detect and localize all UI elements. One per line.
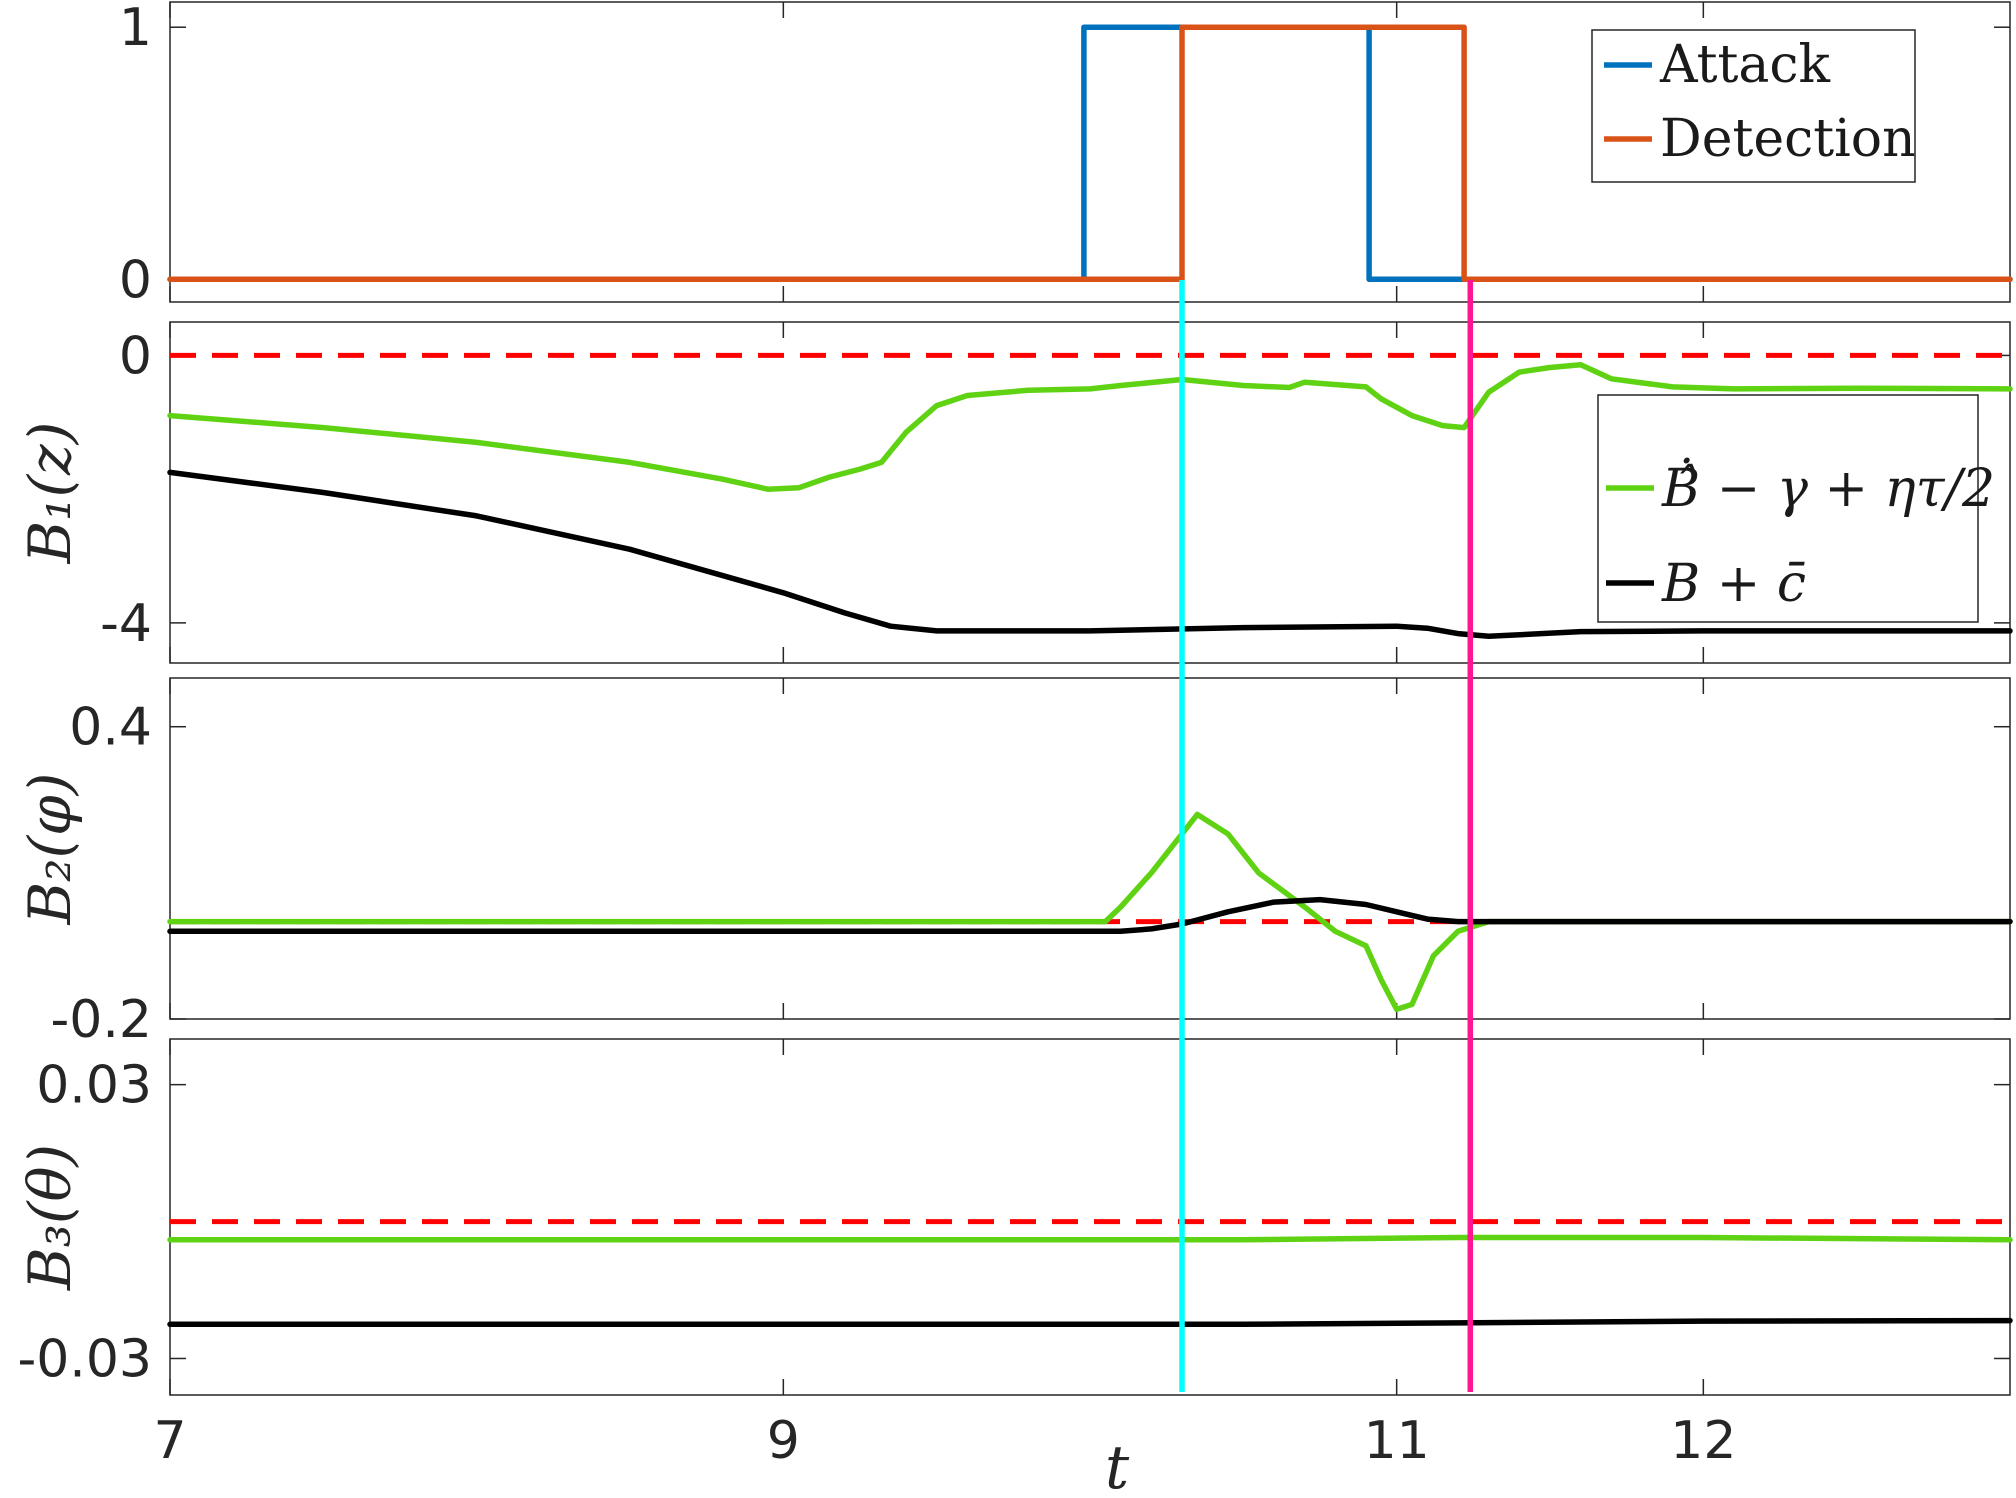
x-tick-label: 7	[153, 1411, 186, 1471]
series-line-B1-green	[167, 362, 2013, 492]
series-line-B3-black	[167, 1317, 2013, 1328]
legend-flags: Attack Detection	[1591, 29, 1916, 183]
y-axis-label-B2: B₂(φ)	[16, 773, 84, 926]
legend-label-green: Ḃ̂ − γ + ητ/2	[1661, 458, 1995, 519]
panel-B3: 0.03 -0.03	[17, 1038, 2013, 1396]
series-line-B2-black	[167, 896, 2013, 935]
panel-B2: 0.4 -0.2	[51, 677, 2013, 1050]
y-tick-label: -4	[100, 594, 152, 654]
axes-box	[169, 677, 2011, 1020]
x-axis-label: t	[1105, 1433, 1130, 1498]
series-line-B2-green	[167, 811, 2013, 1013]
series-line-flags-detection	[167, 24, 2013, 283]
x-tick-label: 9	[767, 1411, 800, 1471]
legend-label-black: B + c̄	[1661, 554, 1806, 614]
x-tick-label: 12	[1670, 1411, 1736, 1471]
y-tick-label: 0	[119, 326, 152, 386]
axes-box	[169, 1038, 2011, 1396]
y-axis-label-B1: B₁(z)	[16, 422, 84, 565]
legend-label-attack: Attack	[1659, 35, 1831, 95]
legend-box	[1597, 394, 1979, 623]
series-line-B1-black	[167, 469, 2013, 640]
y-tick-label: 1	[119, 0, 152, 58]
legend-box	[1591, 29, 1916, 183]
y-tick-label: 0	[119, 250, 152, 310]
y-axis-label-B3: B₃(θ)	[16, 1144, 84, 1291]
legend-B1: Ḃ̂ − γ + ητ/2 B + c̄	[1597, 394, 1995, 623]
y-tick-label: -0.2	[51, 990, 152, 1050]
y-tick-label: 0.4	[69, 698, 152, 758]
legend-label-detection: Detection	[1660, 109, 1916, 169]
y-tick-label: 0.03	[36, 1056, 152, 1116]
x-tick-label: 11	[1364, 1411, 1430, 1471]
y-tick-label: -0.03	[17, 1329, 152, 1389]
series-line-B3-green	[167, 1234, 2013, 1243]
